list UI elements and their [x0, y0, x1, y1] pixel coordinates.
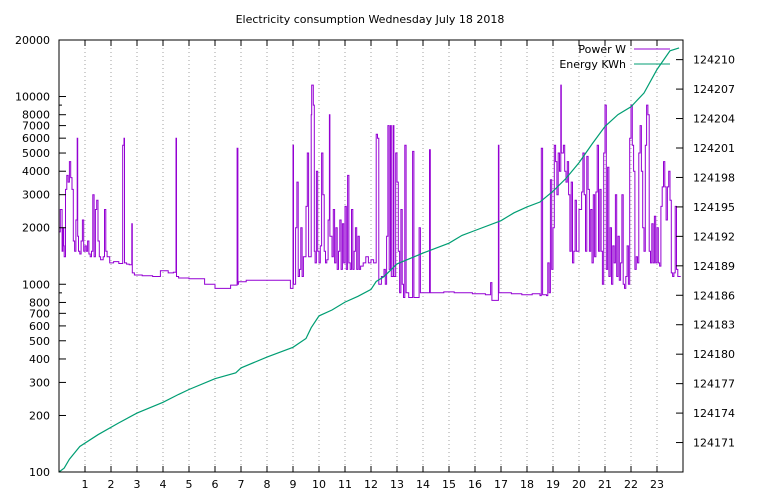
x-tick-label: 15 [442, 478, 456, 491]
y-tick-label: 100 [29, 466, 50, 479]
y-tick-label: 5000 [22, 147, 50, 160]
y-tick-label: 200 [29, 409, 50, 422]
x-tick-label: 21 [598, 478, 612, 491]
x-tick-label: 13 [390, 478, 404, 491]
y2-tick-label: 124186 [693, 289, 735, 302]
y-tick-label: 1000 [22, 278, 50, 291]
y2-tick-label: 124207 [693, 83, 735, 96]
y2-tick-label: 124198 [693, 171, 735, 184]
y-tick-label: 10000 [15, 91, 50, 104]
y-tick-label: 7000 [22, 120, 50, 133]
y2-tick-label: 124192 [693, 230, 735, 243]
x-tick-label: 16 [468, 478, 482, 491]
y-tick-label: 3000 [22, 189, 50, 202]
x-tick-label: 6 [212, 478, 219, 491]
y-tick-label: 600 [29, 320, 50, 333]
legend-power-label: Power W [578, 43, 626, 56]
y-tick-label: 4000 [22, 165, 50, 178]
y-tick-label: 2000 [22, 222, 50, 235]
y-tick-label: 400 [29, 353, 50, 366]
legend: Power W Energy KWh [559, 43, 670, 71]
x-tick-label: 14 [416, 478, 430, 491]
x-tick-label: 12 [364, 478, 378, 491]
x-tick-label: 1 [82, 478, 89, 491]
series-energy-line [58, 47, 680, 473]
y2-tick-label: 124174 [693, 407, 735, 420]
y2-tick-label: 124189 [693, 260, 735, 273]
y-tick-label: 300 [29, 376, 50, 389]
x-tick-label: 7 [238, 478, 245, 491]
y-tick-label: 800 [29, 296, 50, 309]
y-tick-label: 20000 [15, 34, 50, 47]
y2-tick-label: 124183 [693, 319, 735, 332]
y2-tick-label: 124171 [693, 437, 735, 450]
y2-tick-label: 124204 [693, 113, 735, 126]
x-tick-label: 20 [572, 478, 586, 491]
x-tick-label: 8 [264, 478, 271, 491]
y2-tick-label: 124177 [693, 378, 735, 391]
x-tick-label: 22 [624, 478, 638, 491]
x-tick-label: 11 [338, 478, 352, 491]
x-tick-label: 9 [290, 478, 297, 491]
x-tick-label: 4 [160, 478, 167, 491]
x-tick-label: 18 [520, 478, 534, 491]
y-tick-label: 700 [29, 307, 50, 320]
y2-tick-label: 124201 [693, 142, 735, 155]
series-power-line [59, 84, 681, 301]
x-tick-label: 5 [186, 478, 193, 491]
x-tick-label: 3 [134, 478, 141, 491]
y2-tick-label: 124210 [693, 54, 735, 67]
x-tick-label: 19 [546, 478, 560, 491]
y-tick-label: 8000 [22, 109, 50, 122]
y2-tick-label: 124180 [693, 348, 735, 361]
grid-layer [84, 40, 658, 472]
chart-title: Electricity consumption Wednesday July 1… [236, 13, 505, 26]
axis-layer: 1 2 3 4 5 6 7 8 9 10 11 12 13 14 15 16 17 18 19 20 21 22 23100… [15, 34, 735, 491]
y-tick-label: 500 [29, 335, 50, 348]
y2-tick-label: 124195 [693, 201, 735, 214]
x-tick-label: 10 [312, 478, 326, 491]
x-tick-label: 23 [650, 478, 664, 491]
x-tick-label: 2 [108, 478, 115, 491]
x-tick-label: 17 [494, 478, 508, 491]
plot-layer [58, 47, 681, 473]
legend-energy-label: Energy KWh [559, 58, 626, 71]
y-tick-label: 6000 [22, 132, 50, 145]
